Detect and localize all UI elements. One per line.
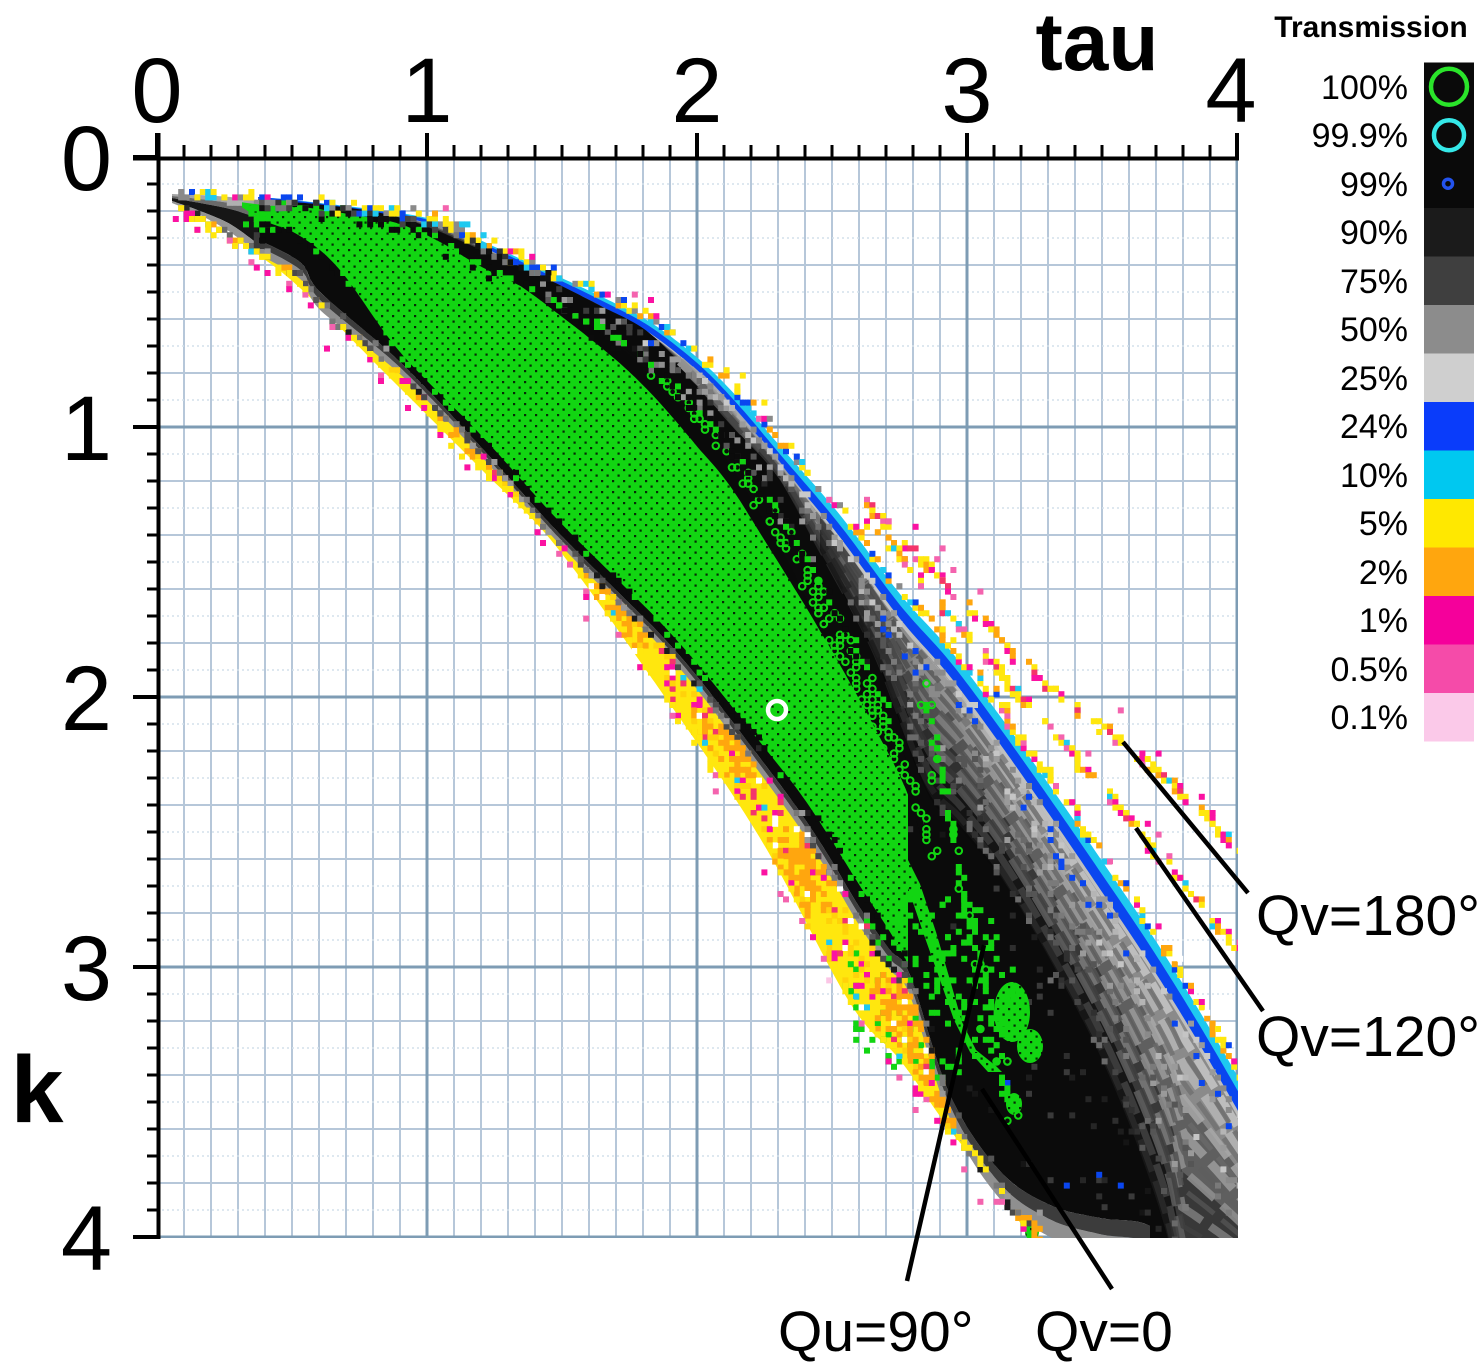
svg-text:2: 2 [61,648,112,750]
svg-text:1: 1 [401,40,452,142]
svg-text:25%: 25% [1340,360,1408,398]
svg-text:2%: 2% [1359,554,1408,592]
svg-text:50%: 50% [1340,311,1408,349]
svg-text:Qv=0: Qv=0 [1035,1300,1173,1364]
svg-text:5%: 5% [1359,505,1408,543]
svg-text:2: 2 [671,40,722,142]
svg-text:75%: 75% [1340,263,1408,301]
svg-text:10%: 10% [1340,457,1408,495]
svg-text:90%: 90% [1340,214,1408,252]
svg-text:0: 0 [61,108,112,210]
svg-text:tau: tau [1036,0,1159,88]
svg-text:1%: 1% [1359,602,1408,640]
svg-text:3: 3 [941,40,992,142]
svg-text:0.1%: 0.1% [1331,699,1409,737]
svg-text:k: k [11,1037,64,1143]
svg-text:99.9%: 99.9% [1312,117,1408,155]
svg-text:Transmission: Transmission [1274,11,1467,44]
svg-text:3: 3 [61,918,112,1020]
svg-text:100%: 100% [1321,69,1408,107]
svg-text:0.5%: 0.5% [1331,651,1409,689]
svg-text:4: 4 [1205,40,1256,142]
svg-text:Qv=180°: Qv=180° [1256,884,1480,948]
svg-text:1: 1 [61,378,112,480]
svg-text:24%: 24% [1340,408,1408,446]
svg-text:Qu=90°: Qu=90° [778,1300,974,1364]
svg-text:99%: 99% [1340,166,1408,204]
svg-text:4: 4 [61,1188,112,1290]
svg-text:0: 0 [131,40,182,142]
svg-text:Qv=120°: Qv=120° [1256,1005,1480,1069]
